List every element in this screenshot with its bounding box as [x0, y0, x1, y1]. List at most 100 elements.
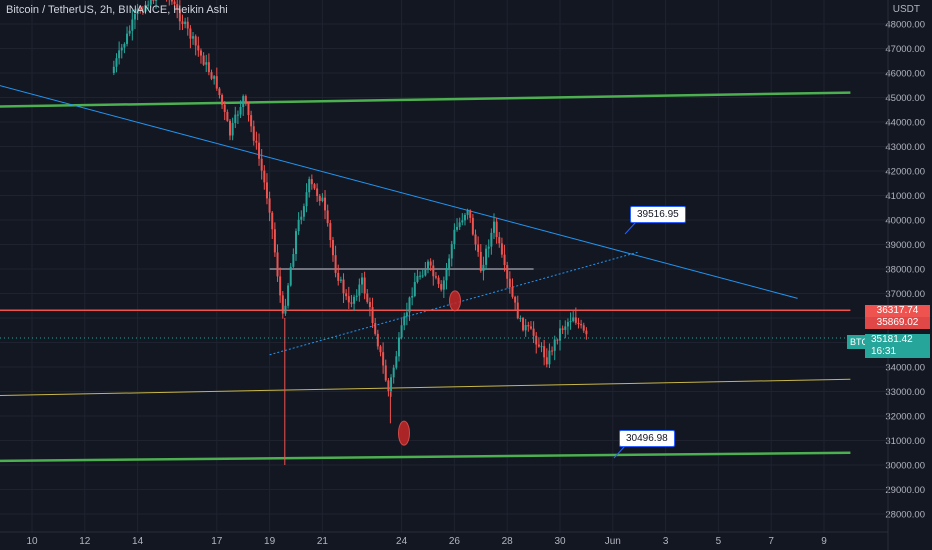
candle-body — [577, 322, 580, 325]
candle-body — [522, 318, 525, 331]
candle-body — [149, 0, 152, 5]
candle-body — [403, 316, 406, 326]
x-tick-label: 24 — [396, 536, 408, 547]
candle-body — [382, 352, 385, 366]
candle-body — [295, 231, 297, 254]
candle-body — [263, 170, 266, 183]
candle-body — [384, 365, 387, 381]
candle-body — [313, 184, 316, 189]
candle-body — [442, 280, 445, 290]
candle-body — [440, 284, 443, 290]
candle-body — [223, 104, 226, 112]
x-tick-label: 14 — [132, 536, 144, 547]
candle-body — [112, 66, 115, 73]
y-tick-label: 47000.00 — [885, 44, 925, 55]
candle-body — [334, 255, 337, 273]
last-price: 35181.42 — [871, 334, 913, 345]
x-tick-label: 12 — [79, 536, 91, 547]
candle-body — [387, 380, 390, 392]
candle-body — [553, 339, 556, 351]
candle-body — [585, 330, 588, 335]
candle-body — [477, 244, 480, 252]
candle-body — [374, 322, 377, 334]
candle-body — [368, 301, 371, 308]
candle-body — [559, 328, 561, 341]
candle-body — [131, 19, 134, 31]
candle-body — [284, 305, 287, 314]
candle-body — [136, 8, 139, 15]
y-tick-label: 43000.00 — [885, 142, 925, 153]
candle-body — [458, 222, 461, 227]
candle-body — [490, 232, 493, 247]
candle-body — [213, 76, 216, 79]
candle-body — [289, 266, 292, 286]
y-tick-label: 34000.00 — [885, 363, 925, 374]
candle-body — [271, 212, 274, 230]
candle-body — [305, 192, 308, 207]
callout-pointer — [613, 445, 626, 459]
candle-body — [152, 0, 155, 1]
candle-body — [329, 223, 332, 241]
candle-body — [176, 4, 179, 10]
candle-body — [569, 320, 572, 323]
candle-body — [566, 322, 569, 327]
x-tick-label: 19 — [264, 536, 276, 547]
y-tick-label: 41000.00 — [885, 191, 925, 202]
candle-body — [392, 367, 395, 378]
candle-body — [234, 114, 237, 123]
candle-body — [361, 277, 363, 285]
x-tick-label: 5 — [716, 536, 722, 547]
y-tick-label: 32000.00 — [885, 412, 925, 423]
highlight-ellipse — [449, 290, 461, 312]
candle-body — [424, 269, 427, 276]
candle-body — [247, 103, 250, 116]
candle-body — [281, 295, 284, 314]
candle-body — [115, 58, 118, 67]
candle-body — [326, 210, 329, 224]
candle-body — [353, 296, 356, 304]
chart-title: Bitcoin / TetherUS, 2h, BINANCE, Heikin … — [6, 4, 228, 16]
candle-body — [242, 96, 245, 108]
candle-body — [155, 0, 158, 1]
highlight-ellipse — [398, 420, 410, 446]
y-tick-label: 45000.00 — [885, 93, 925, 104]
candle-body — [147, 4, 150, 6]
candle-body — [120, 47, 123, 51]
candle-body — [532, 328, 535, 336]
candle-body — [516, 302, 519, 319]
price-tag-red-1: 36317.74 — [865, 305, 930, 317]
candle-body — [345, 293, 348, 297]
candle-body — [461, 220, 464, 223]
candle-body — [316, 188, 319, 196]
candle-body — [466, 210, 469, 215]
candle-body — [202, 55, 205, 65]
candle-body — [355, 295, 358, 297]
candle-body — [181, 21, 184, 25]
candle-body — [527, 325, 530, 327]
candle-body — [141, 11, 144, 13]
candle-body — [574, 317, 577, 323]
candle-body — [529, 326, 532, 329]
candle-body — [229, 120, 231, 136]
candle-body — [189, 28, 192, 39]
candle-body — [342, 279, 345, 294]
candle-body — [192, 36, 195, 39]
y-tick-label: 37000.00 — [885, 289, 925, 300]
candle-body — [551, 350, 554, 352]
trendline-yellow — [0, 378, 851, 396]
candle-body — [133, 14, 136, 20]
candle-body — [347, 296, 350, 303]
candle-body — [445, 268, 448, 281]
callout-pointer — [624, 221, 637, 235]
x-tick-label: 9 — [821, 536, 827, 547]
candle-body — [358, 284, 361, 296]
candle-body — [118, 50, 121, 59]
candle-body — [487, 246, 490, 249]
candle-body — [456, 226, 459, 230]
candle-body — [258, 142, 261, 159]
candle-body — [572, 317, 575, 321]
x-tick-label: 3 — [663, 536, 669, 547]
candle-body — [321, 197, 324, 201]
candle-body — [144, 4, 147, 12]
